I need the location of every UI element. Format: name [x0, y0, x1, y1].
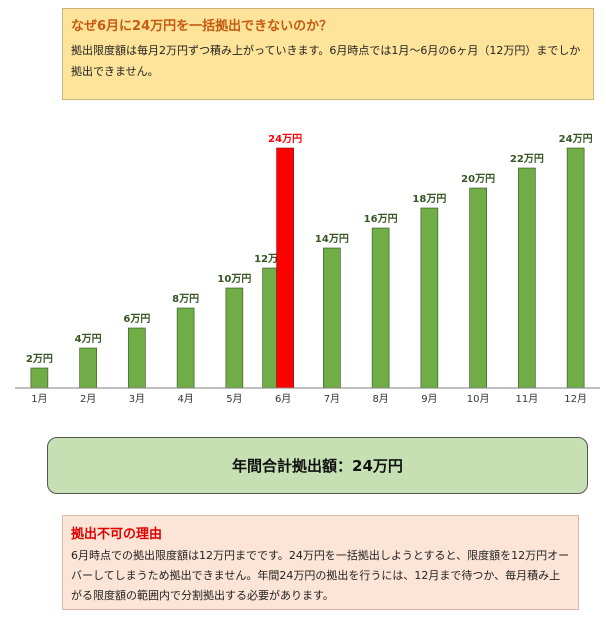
bar-value-label: 16万円 [364, 213, 398, 225]
bar-value-label: 6万円 [123, 313, 150, 325]
x-tick-label: 11月 [516, 393, 539, 405]
bar-value-label: 14万円 [315, 233, 349, 245]
reason-title: 拠出不可の理由 [71, 527, 163, 542]
explanation-box: なぜ6月に24万円を一括拠出できないのか？ 拠出限度額は毎月2万円ずつ積み上がっ… [62, 8, 594, 100]
annual-total-box: 年間合計拠出額：24万円 [47, 437, 588, 494]
bar-value-label: 8万円 [172, 293, 199, 305]
bar-value-label: 22万円 [510, 153, 544, 165]
bar [371, 227, 390, 389]
highlight-value-label: 24万円 [268, 133, 302, 145]
highlight-bar [276, 147, 294, 389]
annual-total-text: 年間合計拠出額：24万円 [232, 457, 403, 475]
x-tick-label: 1月 [31, 393, 47, 405]
bar [469, 187, 487, 389]
bar-value-label: 10万円 [217, 273, 251, 285]
bar-value-label: 4万円 [75, 333, 102, 345]
x-tick-label: 8月 [372, 393, 388, 405]
bar-value-label: 24万円 [559, 133, 593, 145]
bar [128, 327, 146, 389]
x-tick-label: 7月 [324, 393, 340, 405]
x-tick-label: 5月 [226, 393, 242, 405]
x-tick-label: 10月 [467, 393, 490, 405]
bar [79, 347, 97, 389]
bar [323, 247, 341, 389]
x-tick-label: 9月 [421, 393, 437, 405]
x-tick-label: 3月 [129, 393, 145, 405]
bar-value-label: 18万円 [412, 193, 446, 205]
bar [225, 287, 244, 389]
x-tick-label: 2月 [80, 393, 96, 405]
x-tick-label: 12月 [564, 393, 587, 405]
x-tick-label: 6月 [275, 393, 291, 405]
bar-value-label: 2万円 [26, 353, 53, 365]
monthly-contribution-chart: 2万円1月4万円2月6万円3月8万円4月10万円5月12万円24万円6月14万円… [15, 133, 600, 405]
x-tick-label: 4月 [177, 393, 193, 405]
bar [176, 307, 195, 389]
bar [518, 167, 536, 389]
reason-body: 6月時点での拠出限度額は12万円までです。24万円を一括拠出しようとすると、限度… [71, 549, 570, 602]
explanation-body: 拠出限度額は毎月2万円ずつ積み上がっていきます。6月時点では1月〜6月の6ヶ月（… [71, 44, 581, 78]
bar [420, 207, 439, 389]
bar [30, 367, 49, 389]
bar [566, 147, 585, 389]
bar-value-label: 20万円 [461, 173, 495, 185]
explanation-title: なぜ6月に24万円を一括拠出できないのか？ [71, 19, 333, 34]
reason-box: 拠出不可の理由 6月時点での拠出限度額は12万円までです。24万円を一括拠出しよ… [62, 515, 579, 610]
